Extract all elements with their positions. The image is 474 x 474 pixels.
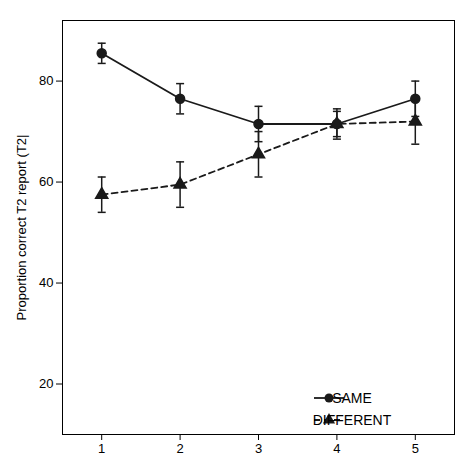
svg-text:Proportion correct T2 report (: Proportion correct T2 report (T2|: [14, 135, 29, 321]
svg-text:80: 80: [39, 73, 53, 88]
svg-text:20: 20: [39, 376, 53, 391]
svg-text:DIFFERENT: DIFFERENT: [313, 412, 392, 428]
svg-text:60: 60: [39, 174, 53, 189]
svg-text:SAME: SAME: [332, 390, 372, 406]
svg-text:1: 1: [98, 441, 105, 456]
svg-text:2: 2: [176, 441, 183, 456]
svg-text:40: 40: [39, 275, 53, 290]
svg-text:4: 4: [333, 441, 340, 456]
svg-text:3: 3: [255, 441, 262, 456]
svg-text:5: 5: [412, 441, 419, 456]
